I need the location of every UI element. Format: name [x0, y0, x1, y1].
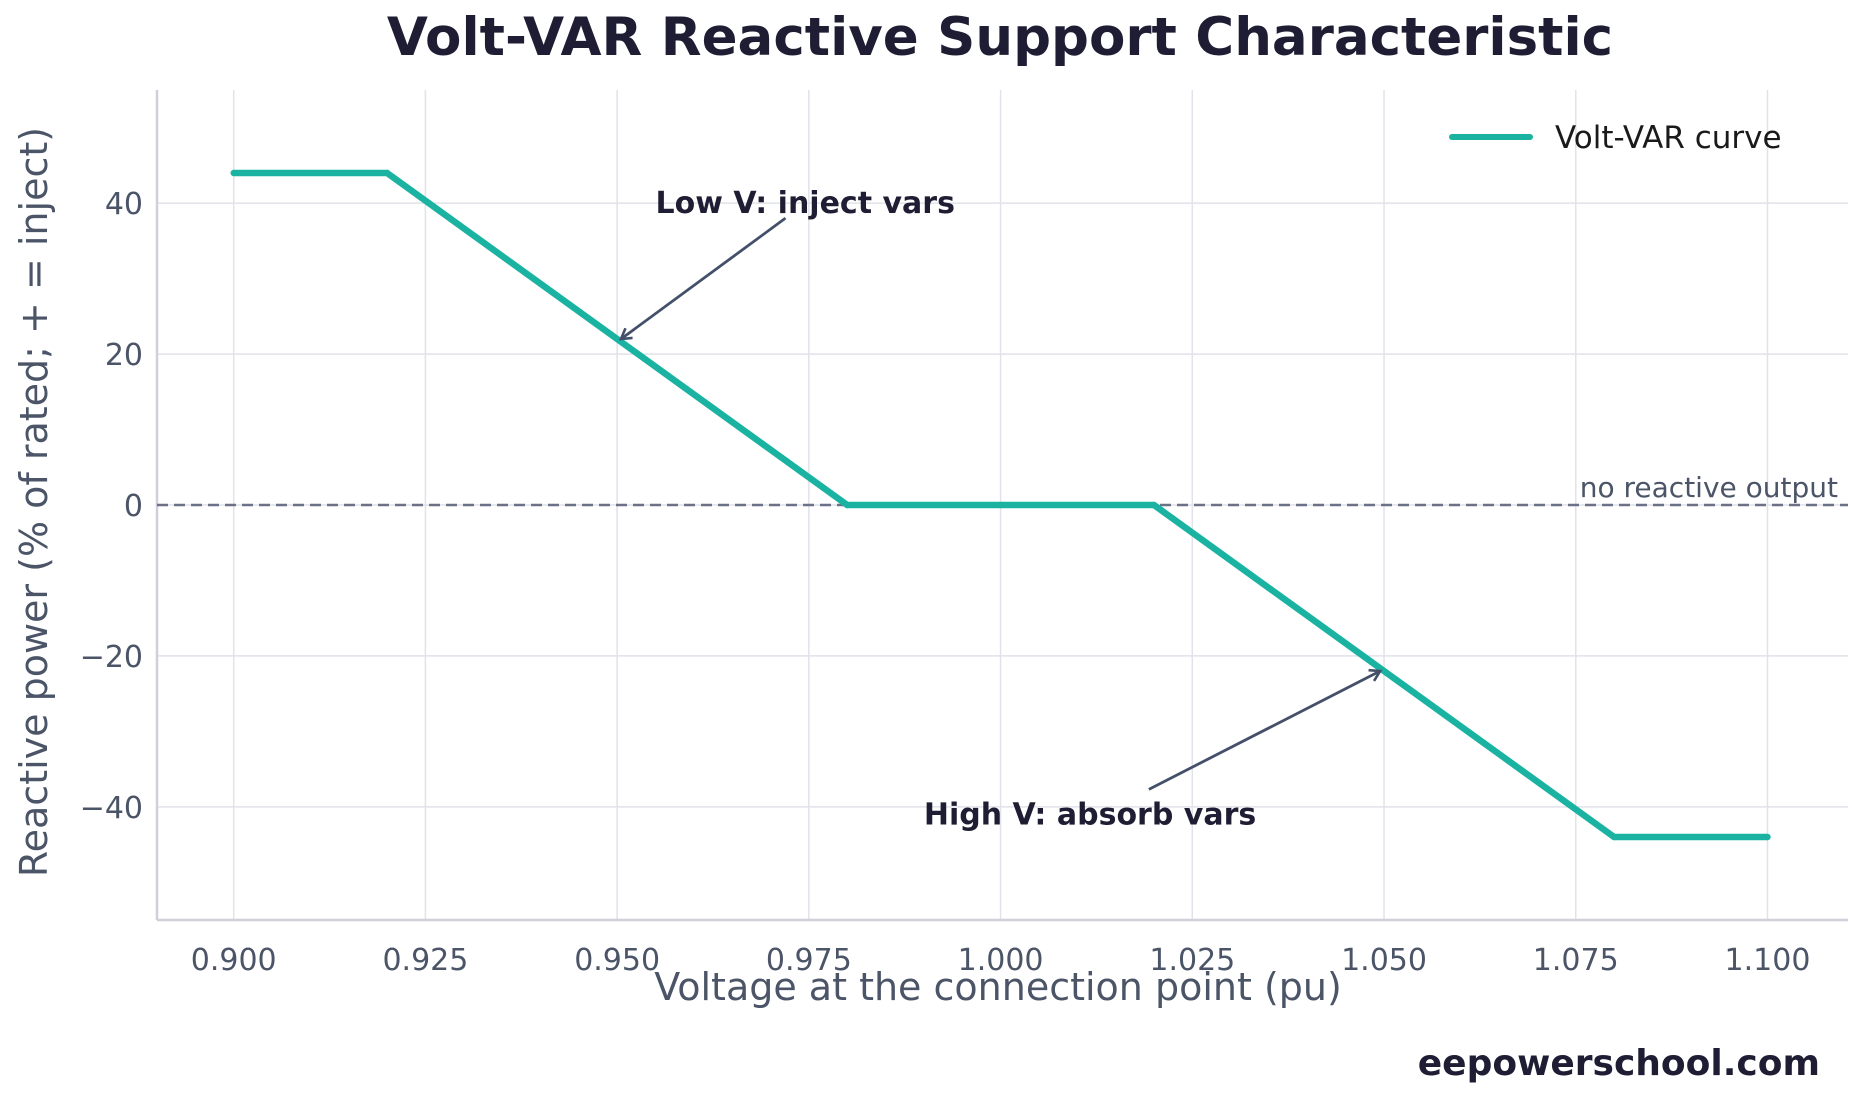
series-line-volt-var-curve — [233, 169, 1768, 841]
x-tick-label: 1.075 — [1533, 943, 1619, 978]
y-tick-label: −40 — [80, 791, 143, 826]
legend: Volt-VAR curve — [1449, 120, 1782, 156]
x-tick-label: 1.050 — [1341, 943, 1427, 978]
x-tick-label: 0.950 — [574, 943, 660, 978]
x-tick-label: 0.900 — [191, 943, 277, 978]
y-axis-label: Reactive power (% of rated; + = inject) — [12, 127, 56, 877]
y-tick-label: 0 — [124, 489, 143, 524]
x-tick-label: 0.925 — [382, 943, 468, 978]
reference-line-label: no reactive output — [1580, 471, 1838, 504]
annotation-label-0: Low V: inject vars — [655, 186, 955, 221]
annotation-label-1: High V: absorb vars — [924, 797, 1256, 832]
series-point — [230, 169, 237, 177]
chart-title: Volt-VAR Reactive Support Characteristic — [387, 7, 1613, 68]
x-tick-label: 1.100 — [1725, 943, 1811, 978]
series-group — [230, 169, 1771, 841]
series-point — [383, 169, 391, 177]
series-point — [1150, 501, 1158, 509]
x-tick-label: 0.975 — [766, 943, 852, 978]
x-tick-label: 1.000 — [958, 943, 1044, 978]
series-point — [1764, 833, 1771, 841]
series-point — [1610, 833, 1618, 841]
y-tick-label: 40 — [105, 187, 143, 222]
tick-labels: 0.900 0.925 0.950 0.975 1.000 1.025 1.050 1.075… — [80, 187, 1811, 978]
series-point — [844, 501, 851, 509]
annotation-arrow-0 — [621, 217, 787, 339]
x-axis-label: Voltage at the connection point (pu) — [654, 965, 1342, 1009]
x-tick-label: 1.025 — [1149, 943, 1235, 978]
annotation-arrow-1 — [1148, 671, 1380, 791]
legend-label-volt-var-curve: Volt-VAR curve — [1555, 120, 1782, 156]
y-tick-label: −20 — [80, 640, 143, 675]
y-tick-label: 20 — [105, 338, 143, 373]
annotations: Low V: inject vars High V: absorb vars — [621, 186, 1380, 832]
reference-line-group: no reactive output — [157, 471, 1848, 507]
watermark: eepowerschool.com — [1418, 1043, 1820, 1084]
